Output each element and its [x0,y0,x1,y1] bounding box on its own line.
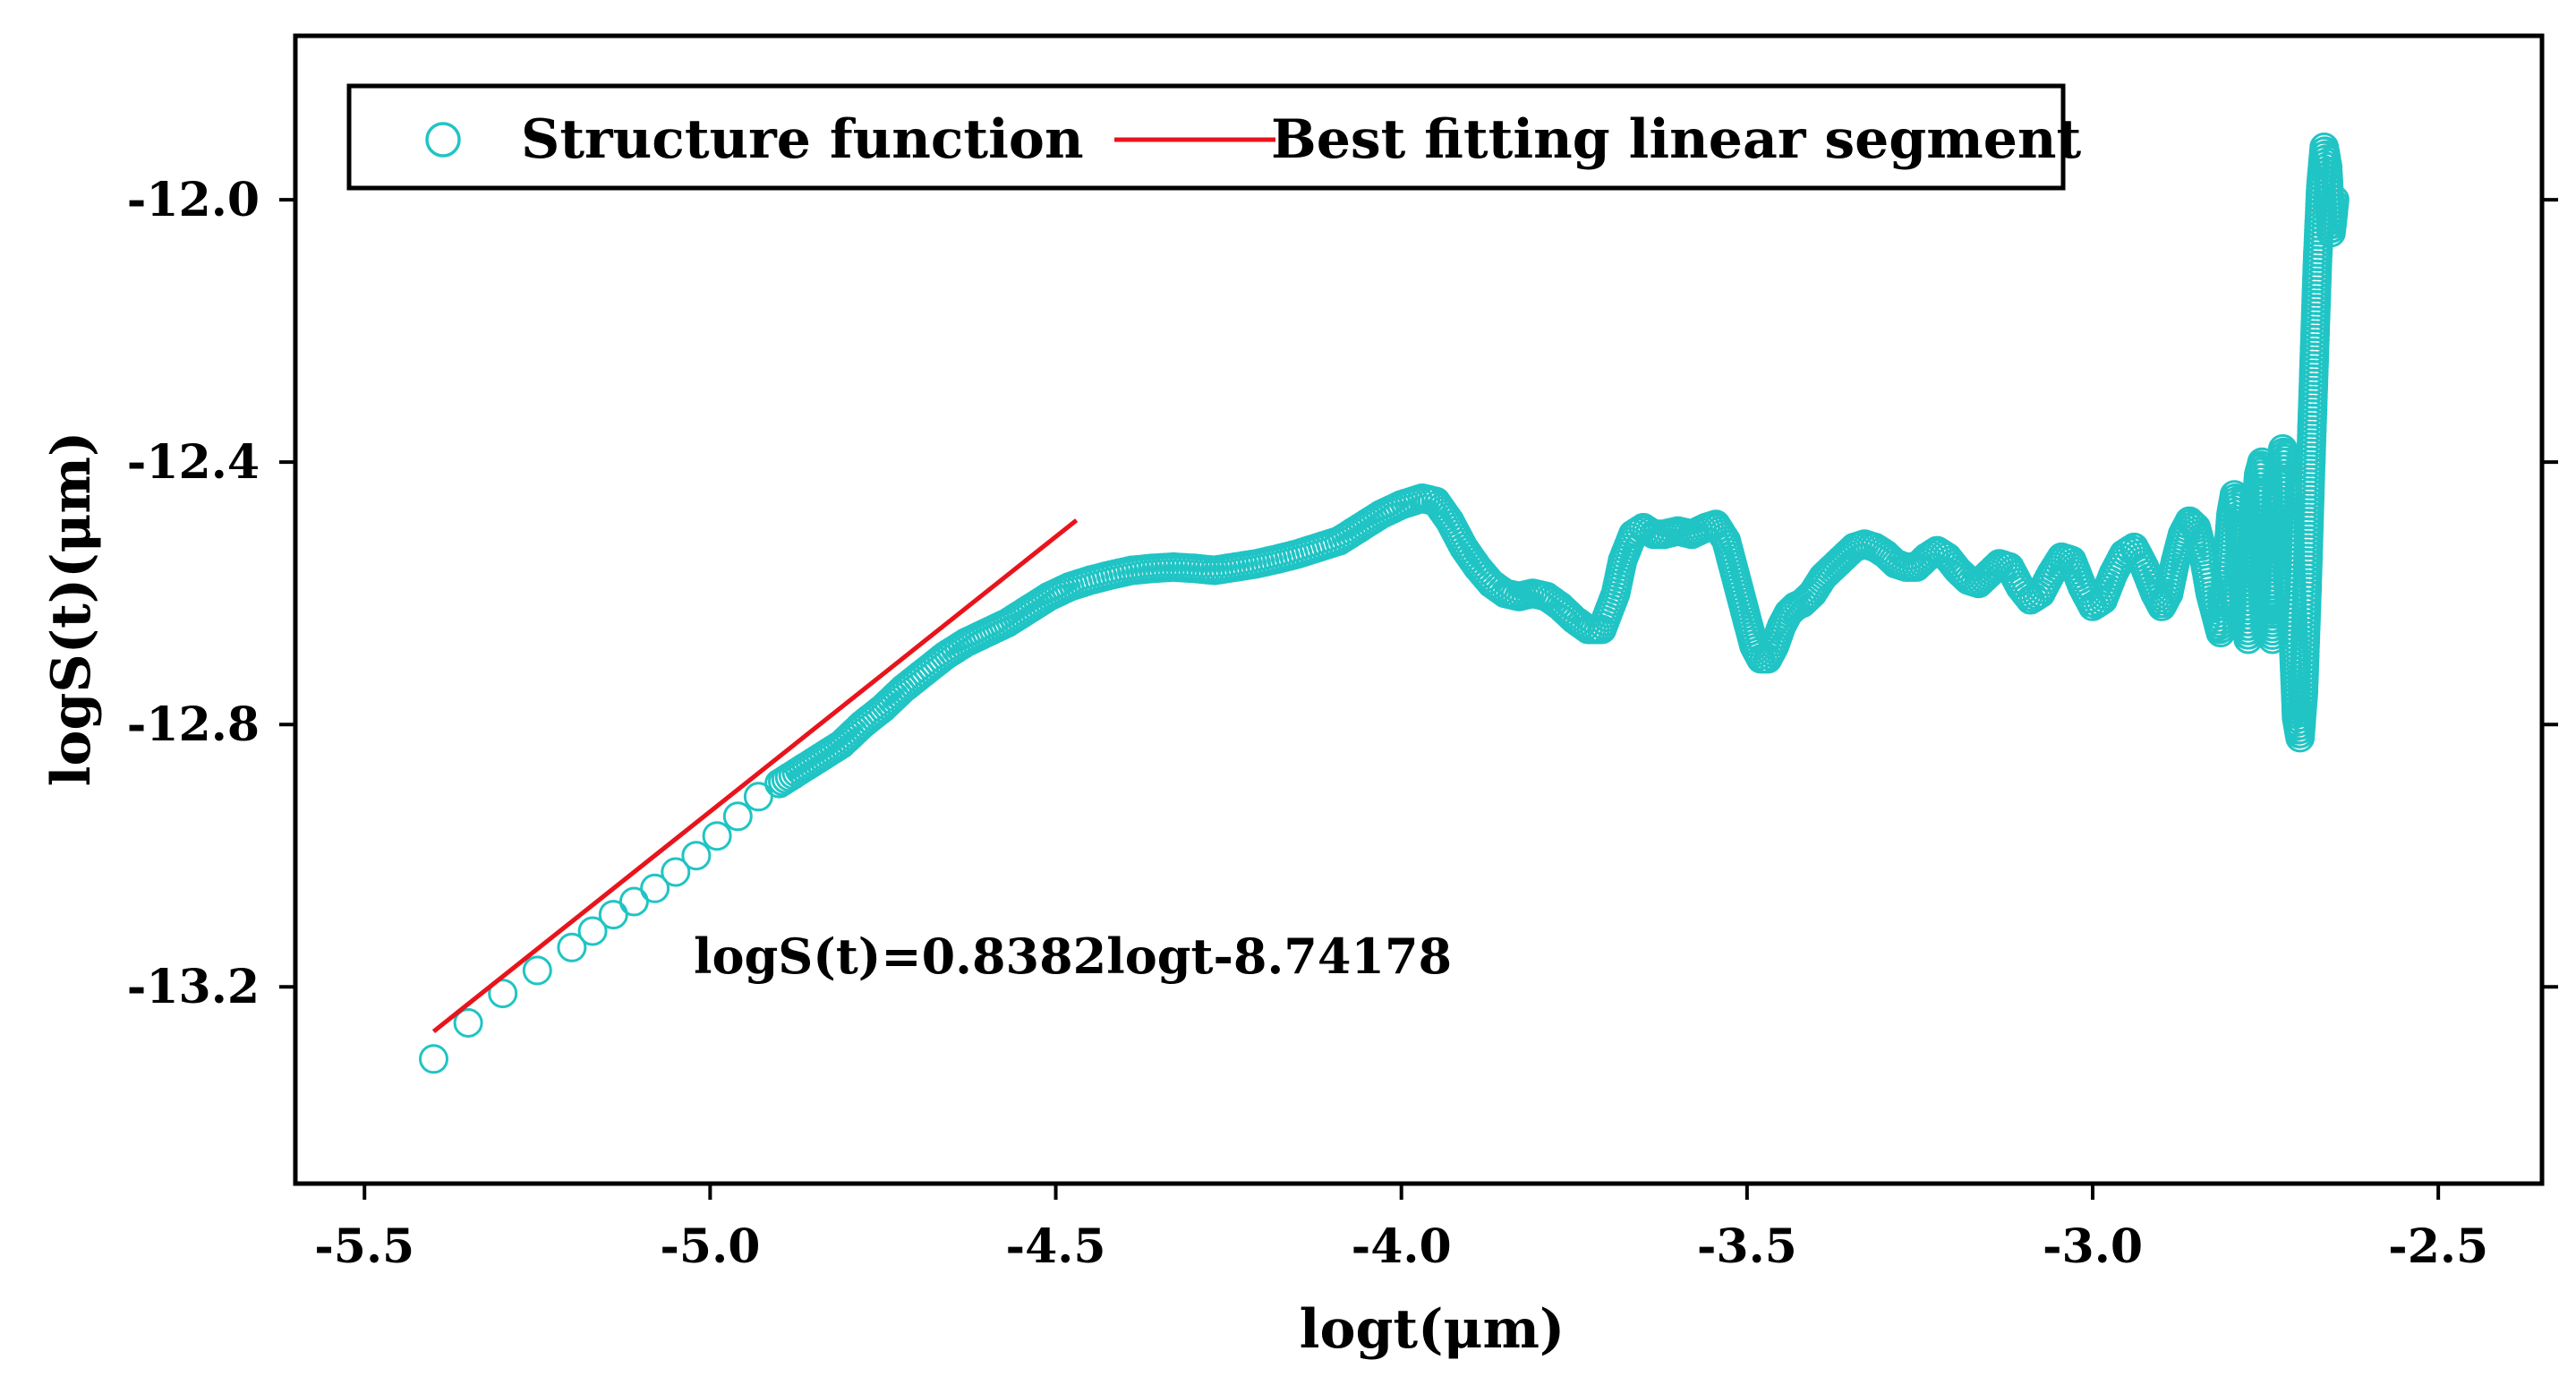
legend-fit-label: Best fitting linear segment [1271,108,2082,171]
structure-point [722,801,753,832]
structure-point [577,916,608,946]
structure-point [419,1044,448,1074]
x-tick-label: -3.0 [2043,1219,2143,1274]
structure-point [618,886,649,917]
structure-point [743,782,773,812]
structure-point [488,979,518,1009]
x-tick-label: -3.5 [1697,1219,1797,1274]
x-tick-label: -2.5 [2388,1219,2488,1274]
x-axis-ticks: -5.5 -5.0 -4.5 -4.0 -3.5 -3.0 -2.5 [314,1184,2488,1274]
structure-point [557,932,587,962]
fit-equation-annotation: logS(t)=0.8382logt-8.74178 [694,928,1452,985]
fit-layer [431,518,1079,1034]
y-tick-label: -13.2 [127,960,260,1014]
x-tick-label: -4.0 [1352,1219,1452,1274]
structure-point [598,900,628,930]
structure-point [453,1008,483,1038]
x-tick-label: -4.5 [1006,1219,1106,1274]
structure-point [522,955,552,986]
y-tick-label: -12.0 [127,173,260,227]
x-tick-label: -5.0 [660,1219,760,1274]
plot-frame [293,33,2545,1186]
y-tick-label: -12.8 [127,697,260,752]
structure-point [681,841,712,871]
fit-line [431,518,1079,1034]
data-layer [419,133,2350,1074]
x-axis-title: logt(μm) [1300,1298,1565,1361]
y-tick-label: -12.4 [127,435,260,490]
legend: Structure function Best fitting linear s… [346,83,2082,191]
x-tick-label: -5.5 [314,1219,414,1274]
legend-box [346,83,2066,191]
structure-point [2319,184,2350,215]
legend-structure-label: Structure function [521,108,1084,171]
structure-point [661,857,691,887]
y-axis-title: logS(t)(μm) [40,432,103,787]
legend-structure-marker [425,122,461,158]
structure-point [640,873,670,903]
y-axis-ticks: -13.2 -12.8 -12.4 -12.0 [127,173,2558,1014]
structure-point [702,821,732,851]
